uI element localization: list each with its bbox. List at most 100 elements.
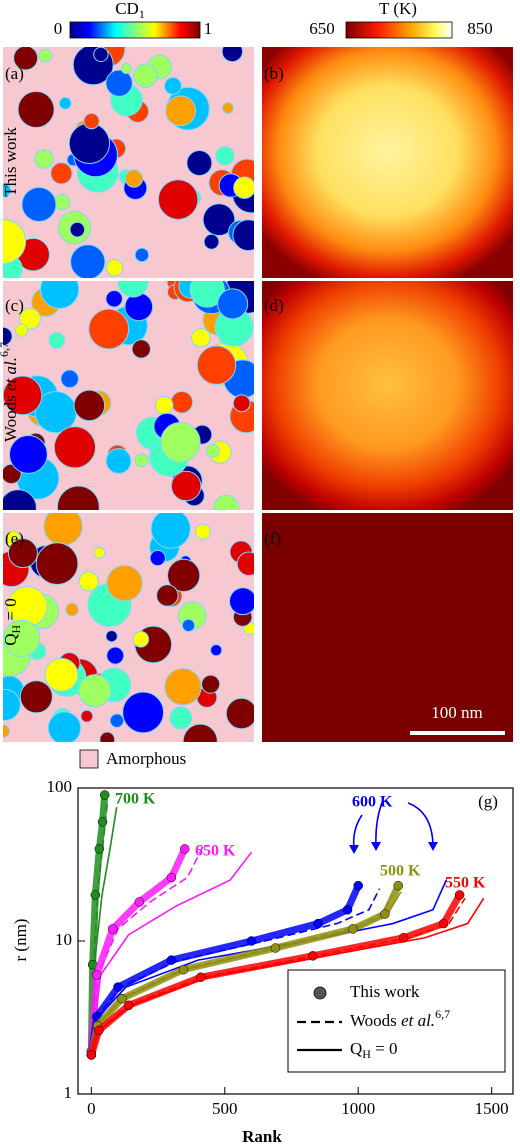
series-label: 650 K [195,843,236,860]
grain-map [3,513,254,742]
this-work-marker [308,951,318,961]
this-work-marker [134,897,145,907]
legend-box [287,969,506,1073]
grain [134,453,149,468]
grain [13,47,39,71]
amorphous-label: Amorphous [106,749,186,768]
legend-marker [313,986,327,1000]
grain [181,618,196,633]
row-label-text: Woods [1,391,20,442]
label-sub: 1 [139,7,145,21]
grain [225,697,254,730]
this-work-marker [90,890,101,900]
this_work-line [87,882,362,1059]
row-label: Woods et al.6,7 [0,342,20,442]
grain [3,326,13,346]
grain [56,485,100,510]
this-work-marker [107,924,118,934]
legend-text: Q [350,1039,362,1058]
temperature-map [262,281,513,510]
grain [3,219,27,264]
this-work-marker [454,890,465,900]
this-work-marker [380,909,390,919]
grain [3,489,37,510]
grain [3,688,21,721]
row-label-sub: H [9,624,23,633]
grain [160,422,201,463]
colorbar-tick: 650 [309,19,335,38]
arrow-head [349,845,359,854]
grain [78,674,112,708]
grain [83,112,100,130]
legend-label: QH = 0 [350,1039,398,1061]
grain [70,244,106,278]
row-label-text: This work [1,127,20,197]
grain [105,290,123,308]
cd-colorbar-label: CD1 [115,0,145,21]
legend-sup: 6,7 [435,1007,450,1021]
x-tick-label: 0 [87,1099,96,1118]
grain [201,674,221,694]
grain [202,203,236,237]
grain [167,558,201,593]
grain [19,680,53,714]
legend-label: Woods et al.6,7 [350,1007,450,1030]
this-work-marker [270,943,281,953]
x-tick-label: 1000 [341,1099,375,1118]
this-work-marker [117,993,127,1004]
this_work-line [87,845,189,1055]
grain [117,281,149,298]
panel-label: (a) [5,64,24,83]
x-tick-label: 500 [212,1099,238,1118]
grain [105,259,124,277]
grain [58,96,72,110]
this-work-marker [94,1025,104,1036]
arrow-heads [349,842,438,854]
grain [68,122,111,165]
grain [44,657,79,692]
grain [47,711,82,742]
this-work-marker [342,905,353,915]
grain [8,435,48,474]
grain [232,394,251,413]
colorbar-tick: 1 [204,19,213,38]
legend-text: Woods [350,1011,401,1030]
row-label-text: Q [1,633,20,645]
grain [3,375,43,416]
this-work-marker [91,970,102,980]
grain [156,584,179,607]
grain [217,288,249,320]
grain [132,630,150,648]
this-work-marker [178,964,189,975]
this-work-marker [398,933,409,943]
temperature-map [262,513,513,742]
row-label-sup: 6,7 [0,342,11,357]
grain [50,162,73,185]
colorbar-tick: 0 [54,19,63,38]
grain [93,546,106,559]
grain [53,426,96,469]
y-tick-label: 10 [55,930,72,949]
series-label: 500 K [380,863,421,880]
panel-label: (f) [264,529,281,548]
grain [169,706,193,730]
grain [7,538,38,569]
grain [221,47,244,63]
grain [182,723,218,742]
grain [106,564,143,602]
grain [69,221,86,238]
grain [3,619,41,657]
grain [170,470,202,502]
grain [53,194,71,211]
grain [196,345,237,385]
this-work-marker [97,817,108,827]
arrow [407,802,434,846]
grain [99,731,116,742]
this-work-marker [99,790,110,800]
colorbar-tick: 850 [467,19,493,38]
grain [65,602,79,617]
grain [228,587,254,616]
grain [157,179,199,220]
legend-text: = 0 [371,1039,398,1058]
x-tick-label: 1500 [475,1099,509,1118]
